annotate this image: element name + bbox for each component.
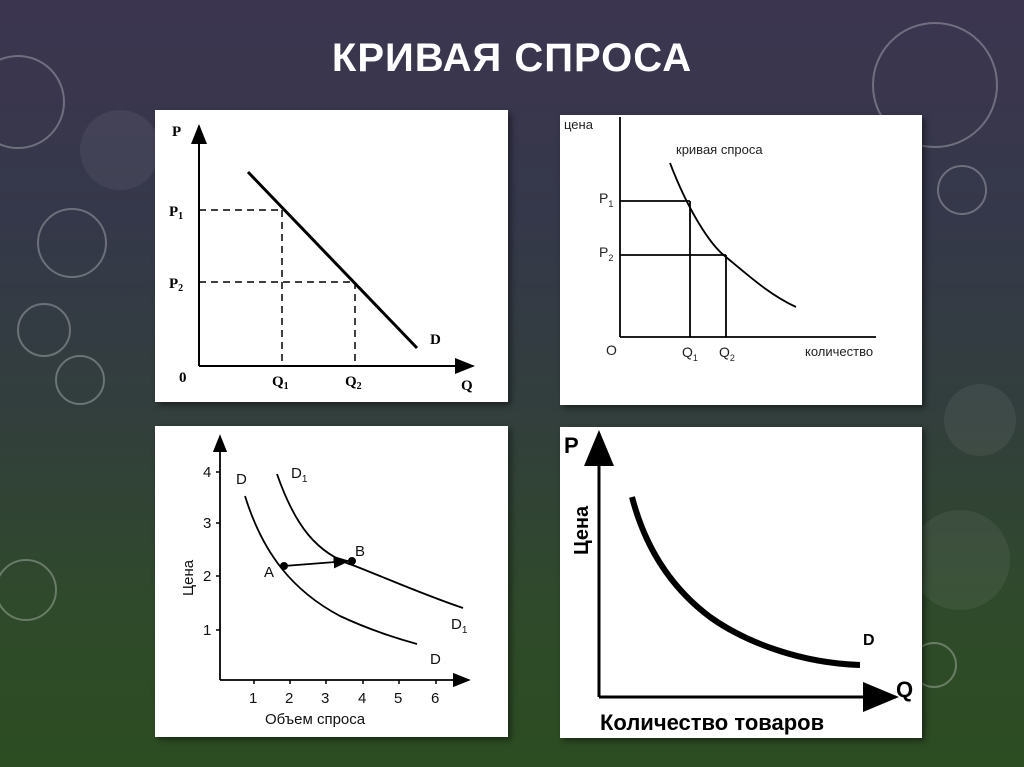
curve-label: кривая спроса xyxy=(676,142,763,157)
point-b-marker xyxy=(348,557,356,565)
y-axis-label: цена xyxy=(564,117,594,132)
demand-curve xyxy=(246,170,419,350)
bubble-fill xyxy=(80,110,160,190)
q1-subscript: 1 xyxy=(693,353,698,363)
x-axis-letter: Q xyxy=(896,677,913,702)
shift-arrow xyxy=(283,555,350,569)
y-tick-label: 4 xyxy=(203,464,211,481)
bubble xyxy=(937,165,987,215)
y-axis-label: P xyxy=(172,124,181,140)
svg-text:P2: P2 xyxy=(599,244,613,263)
d1-top-label: D xyxy=(291,465,302,482)
demand-curve xyxy=(669,162,797,308)
linear-demand-diagram: P Q 0 D P1 P2 Q1 Q2 xyxy=(169,124,475,394)
page-title: КРИВАЯ СПРОСА xyxy=(331,36,693,80)
d1-bottom-subscript: 1 xyxy=(462,625,468,636)
q2-label: Q xyxy=(345,374,357,390)
q2-subscript: 2 xyxy=(357,381,362,392)
y-axis-label: Цена xyxy=(571,505,593,555)
p2-subscript: 2 xyxy=(608,253,613,263)
demand-curve-diagram: цена кривая спроса количество O P1 P2 Q1… xyxy=(564,117,876,363)
q1-label: Q xyxy=(682,344,693,360)
demand-curve-d1 xyxy=(276,473,464,609)
svg-text:Q2: Q2 xyxy=(719,344,735,363)
x-tick-label: 2 xyxy=(285,690,293,707)
x-axis-label: количество xyxy=(805,344,873,359)
curve-label: D xyxy=(863,632,875,649)
p1-label: P xyxy=(599,190,608,206)
svg-text:Q1: Q1 xyxy=(682,344,698,363)
panel-demand-shift: 1 2 3 4 1 2 3 4 5 6 Объем спроса Цена D … xyxy=(155,426,508,737)
panel-linear-demand: P Q 0 D P1 P2 Q1 Q2 xyxy=(155,110,508,402)
point-a-label: A xyxy=(264,564,274,581)
demand-goods-diagram: P Цена Q Количество товаров D xyxy=(564,430,913,735)
q2-subscript: 2 xyxy=(730,353,735,363)
point-b-label: B xyxy=(355,543,365,560)
p2-label: P xyxy=(169,276,178,292)
svg-text:Q1: Q1 xyxy=(272,374,289,392)
svg-text:P1: P1 xyxy=(599,190,613,209)
panel-demand-curve-ru: цена кривая спроса количество O P1 P2 Q1… xyxy=(560,115,922,405)
bubble xyxy=(872,22,998,148)
q1-subscript: 1 xyxy=(284,381,289,392)
x-tick-label: 1 xyxy=(249,690,257,707)
demand-curve-d xyxy=(244,495,418,645)
panel-demand-goods: P Цена Q Количество товаров D xyxy=(560,427,922,738)
p2-label: P xyxy=(599,244,608,260)
bubble-fill xyxy=(910,510,1010,610)
x-tick-label: 6 xyxy=(431,690,439,707)
p1-subscript: 1 xyxy=(178,211,183,222)
d-bottom-label: D xyxy=(430,651,441,668)
svg-text:P1: P1 xyxy=(169,204,183,222)
curve-label: D xyxy=(430,332,441,348)
q1-label: Q xyxy=(272,374,284,390)
svg-text:P2: P2 xyxy=(169,276,183,294)
origin-label: O xyxy=(606,342,617,358)
x-axis-label: Объем спроса xyxy=(265,711,366,728)
y-tick-label: 3 xyxy=(203,515,211,532)
d1-bottom-label: D xyxy=(451,616,462,633)
x-tick-label: 5 xyxy=(394,690,402,707)
y-axis-label: Цена xyxy=(180,559,197,596)
d-top-label: D xyxy=(236,471,247,488)
q2-label: Q xyxy=(719,344,730,360)
bubble-fill xyxy=(944,384,1016,456)
bubble xyxy=(37,208,107,278)
point-a-marker xyxy=(280,562,288,570)
svg-text:D1: D1 xyxy=(291,465,308,485)
svg-text:D1: D1 xyxy=(451,616,468,636)
x-axis-label: Q xyxy=(461,378,473,394)
origin-label: 0 xyxy=(179,370,187,386)
x-tick-label: 3 xyxy=(321,690,329,707)
bubble xyxy=(0,55,65,149)
bubble xyxy=(17,303,71,357)
d1-top-subscript: 1 xyxy=(302,474,308,485)
svg-text:Q2: Q2 xyxy=(345,374,362,392)
demand-shift-diagram: 1 2 3 4 1 2 3 4 5 6 Объем спроса Цена D … xyxy=(180,434,471,728)
demand-curve xyxy=(629,496,861,668)
y-tick-label: 1 xyxy=(203,622,211,639)
y-axis-letter: P xyxy=(564,433,579,458)
p1-subscript: 1 xyxy=(608,199,613,209)
p2-subscript: 2 xyxy=(178,283,183,294)
x-axis-label: Количество товаров xyxy=(600,710,824,735)
x-tick-label: 4 xyxy=(358,690,366,707)
bubble xyxy=(55,355,105,405)
p1-label: P xyxy=(169,204,178,220)
bubble xyxy=(0,559,57,621)
y-tick-label: 2 xyxy=(203,568,211,585)
